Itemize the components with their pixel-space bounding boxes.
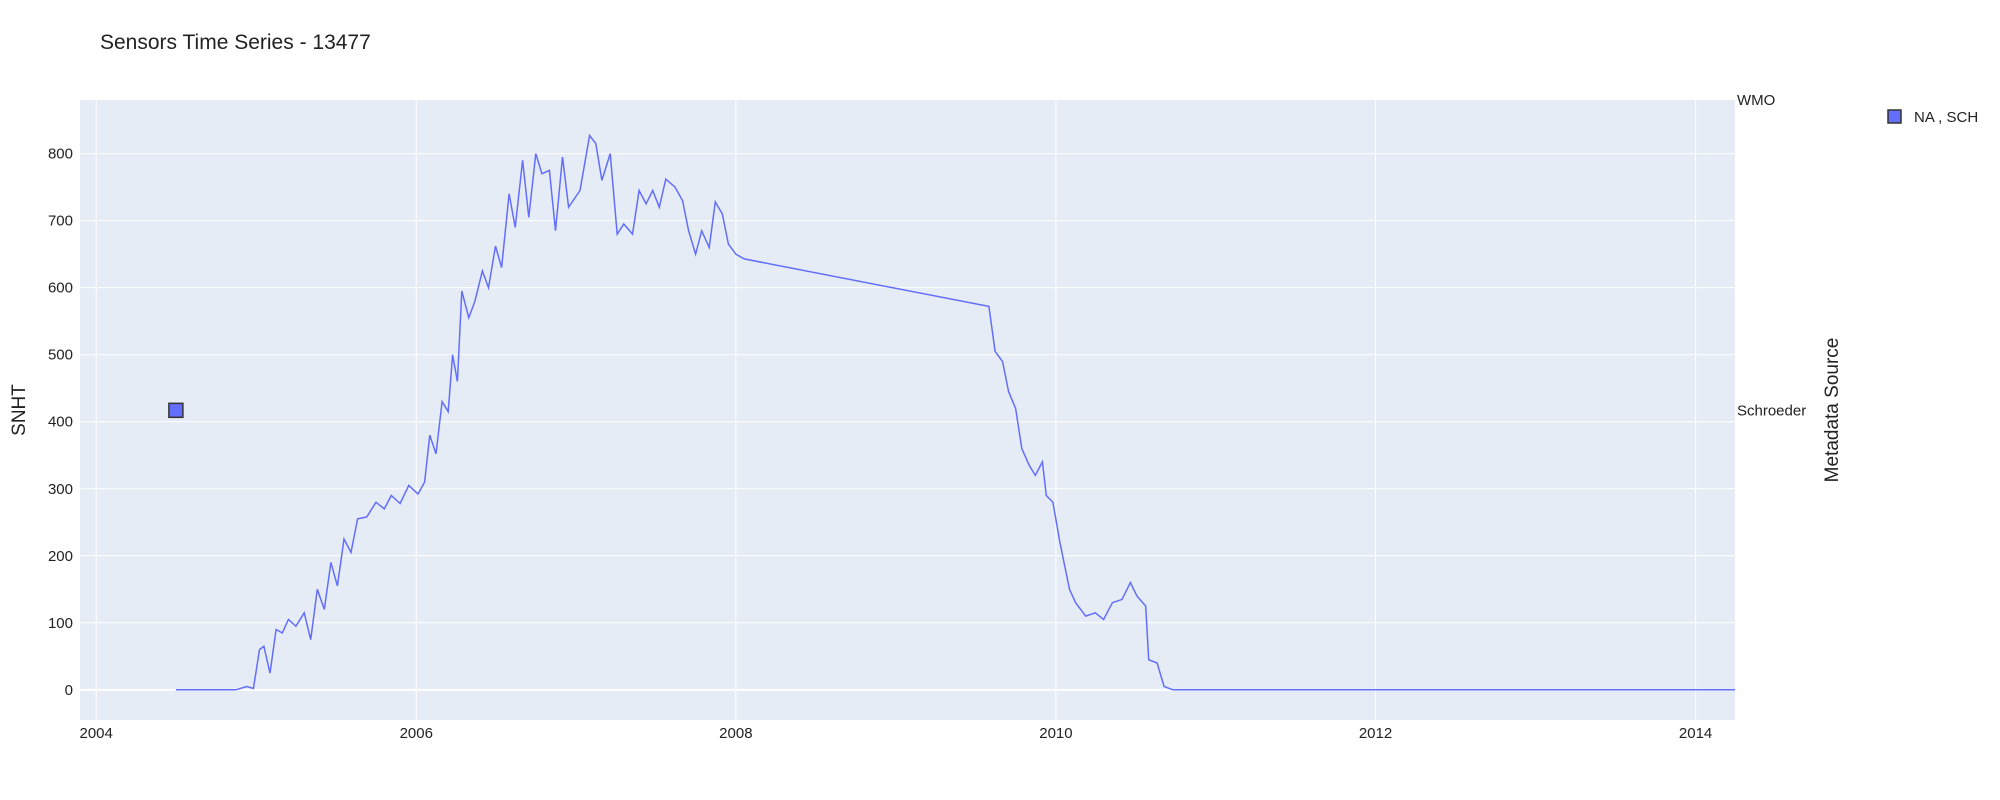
- scatter-point[interactable]: [168, 402, 184, 419]
- legend-marker: [1887, 109, 1902, 124]
- y2-axis-title: Metadata Source: [1822, 338, 1843, 483]
- x-ticks: 2004 2006 2008 2010 2012 2014: [80, 725, 1713, 742]
- y2-category-label: Schroeder: [1737, 402, 1806, 419]
- y-tick-label: 400: [48, 414, 73, 431]
- x-tick-label: 2012: [1359, 725, 1392, 742]
- x-tick-label: 2004: [80, 725, 113, 742]
- plot-area: [80, 100, 1735, 720]
- y-tick-label: 200: [48, 548, 73, 565]
- x-tick-label: 2006: [400, 725, 433, 742]
- chart-title: Sensors Time Series - 13477: [100, 31, 371, 54]
- series-markers: [168, 402, 184, 419]
- x-tick-label: 2014: [1679, 725, 1712, 742]
- y-tick-label: 0: [65, 682, 73, 699]
- legend-entry: NA , SCH: [1914, 109, 1978, 126]
- y-axis-title: SNHT: [9, 384, 30, 436]
- x-tick-label: 2008: [719, 725, 752, 742]
- series-line-snht: [175, 133, 1735, 691]
- y-tick-label: 600: [48, 280, 73, 297]
- y-ticks: 0 100 200 300 400 500 600 700 800: [48, 146, 73, 699]
- y-tick-label: 800: [48, 146, 73, 163]
- y-tick-label: 300: [48, 481, 73, 498]
- y-tick-label: 700: [48, 213, 73, 230]
- y-tick-label: 100: [48, 615, 73, 632]
- x-tick-label: 2010: [1039, 725, 1072, 742]
- y-tick-label: 500: [48, 347, 73, 364]
- y2-category-label: WMO: [1737, 92, 1775, 109]
- grid: [80, 100, 1735, 720]
- legend[interactable]: NA , SCH: [1887, 109, 1978, 126]
- y2-category-labels: WMO Schroeder: [1737, 92, 1806, 419]
